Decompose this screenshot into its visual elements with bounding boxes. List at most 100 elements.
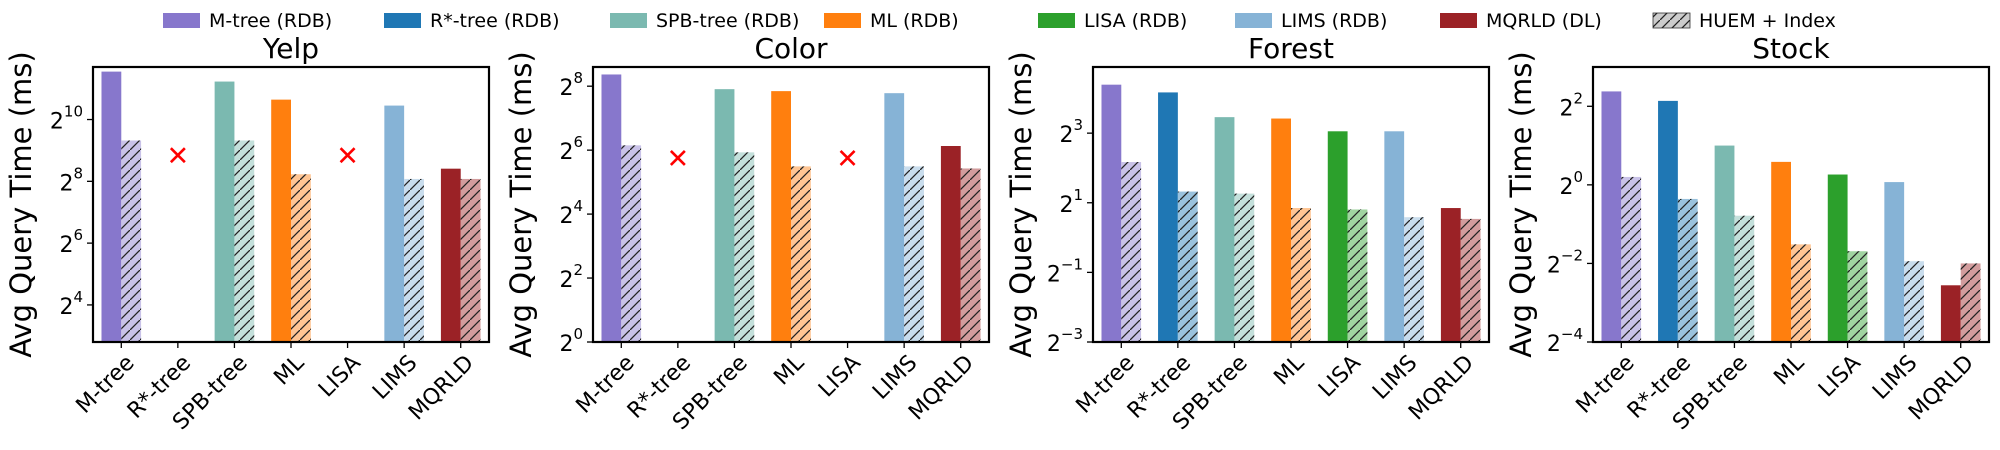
x-tick-label: ML [1269, 350, 1309, 390]
legend-swatch [163, 13, 200, 28]
bar-huem-hatch [1734, 215, 1755, 342]
missing-marker [669, 150, 686, 166]
bar-rdb [601, 74, 622, 342]
bar-rdb [1327, 131, 1348, 342]
bar-huem-hatch [121, 140, 142, 342]
x-tick-label: LISA [814, 351, 866, 403]
y-tick-label: 21 [1059, 186, 1083, 218]
bar-huem-hatch [460, 178, 481, 342]
legend: M-tree (RDB) R*-tree (RDB) SPB-tree (RDB) M… [163, 10, 1836, 32]
y-tick-label: 210 [50, 103, 83, 135]
y-tick-label: 20 [559, 325, 583, 357]
legend-swatch [1440, 13, 1477, 28]
legend-label: R*-tree (RDB) [430, 10, 560, 32]
y-axis-label: Avg Query Time (ms) [4, 51, 38, 357]
x-tick-label: LISA [314, 351, 366, 403]
legend-item: LIMS (RDB) [1235, 10, 1387, 32]
bar-rdb [714, 89, 735, 342]
bar-rdb [1214, 117, 1235, 343]
legend-item: ML (RDB) [824, 10, 959, 32]
y-tick-label: 26 [559, 133, 583, 165]
bar-rdb [1658, 100, 1678, 342]
legend-swatch [1038, 13, 1075, 28]
plot-frame [91, 65, 491, 344]
legend-item: MQRLD (DL) [1440, 10, 1602, 32]
bar-huem-hatch [960, 168, 981, 342]
chart-title: Color [754, 32, 828, 65]
bar-rdb [1440, 208, 1461, 342]
bar-huem-hatch [1234, 193, 1255, 342]
legend-item: HUEM + Index [1652, 10, 1836, 32]
y-tick-label: 2−1 [1047, 255, 1083, 287]
y-tick-label: 2−2 [1547, 246, 1583, 278]
chart-title: Yelp [262, 32, 319, 65]
legend-swatch [824, 13, 861, 28]
legend-label: LISA (RDB) [1084, 10, 1187, 32]
bar-rdb [1771, 161, 1791, 342]
bar-huem-hatch [1291, 208, 1311, 342]
bar-huem-hatch [734, 152, 755, 342]
missing-marker [169, 147, 186, 164]
bar-huem-hatch [904, 166, 924, 342]
bar-huem-hatch [1460, 218, 1481, 342]
bar-rdb [1271, 118, 1291, 343]
x-tick-label: ML [269, 350, 309, 390]
legend-label: SPB-tree (RDB) [656, 10, 799, 32]
y-tick-label: 24 [559, 197, 583, 229]
bar-huem-hatch [1404, 217, 1424, 342]
bar-huem-hatch [1347, 209, 1368, 342]
legend-label: M-tree (RDB) [209, 10, 332, 32]
bar-huem-hatch [1791, 244, 1811, 342]
bar-rdb [1827, 174, 1848, 342]
bar-rdb [271, 99, 291, 342]
bar-huem-hatch [1177, 191, 1198, 342]
y-tick-label: 2−3 [1047, 325, 1083, 357]
x-tick-label: LISA [1814, 351, 1866, 403]
y-tick-label: 24 [59, 288, 83, 320]
y-tick-label: 28 [559, 69, 583, 101]
legend-item: R*-tree (RDB) [384, 10, 560, 32]
legend-swatch-hatch [1653, 13, 1690, 28]
bar-huem-hatch [1904, 261, 1924, 342]
missing-marker [839, 150, 856, 166]
missing-marker [339, 147, 356, 164]
y-tick-label: 22 [559, 261, 583, 293]
bar-rdb [1158, 92, 1178, 342]
x-tick-label: ML [1769, 350, 1809, 390]
bar-huem-hatch [791, 166, 811, 342]
legend-swatch [1235, 13, 1272, 28]
legend-label: HUEM + Index [1699, 10, 1836, 32]
y-tick-label: 23 [1059, 116, 1083, 148]
legend-item: M-tree (RDB) [163, 10, 332, 32]
bar-huem-hatch [234, 140, 255, 342]
bar-rdb [440, 168, 461, 342]
x-tick-label: ML [769, 350, 809, 390]
legend-swatch [610, 13, 647, 28]
bar-huem-hatch [404, 178, 424, 342]
bar-rdb [214, 81, 235, 343]
bar-rdb [1884, 182, 1905, 342]
bar-rdb [1601, 91, 1622, 342]
legend-label: LIMS (RDB) [1281, 10, 1387, 32]
bar-rdb [884, 93, 905, 342]
bar-rdb [101, 71, 122, 342]
bar-huem-hatch [1621, 176, 1642, 342]
y-tick-label: 20 [1559, 168, 1583, 200]
plot-frame [1091, 65, 1491, 344]
bar-rdb [1940, 285, 1961, 342]
bar-huem-hatch [1960, 263, 1981, 342]
plot-frame [591, 65, 991, 344]
y-axis-label: Avg Query Time (ms) [1504, 51, 1538, 357]
y-axis-label: Avg Query Time (ms) [1004, 51, 1038, 357]
bar-huem-hatch [621, 145, 642, 342]
legend-item: SPB-tree (RDB) [610, 10, 799, 32]
y-tick-label: 28 [59, 164, 83, 196]
bar-rdb [771, 91, 791, 342]
chart-title: Forest [1248, 32, 1334, 65]
